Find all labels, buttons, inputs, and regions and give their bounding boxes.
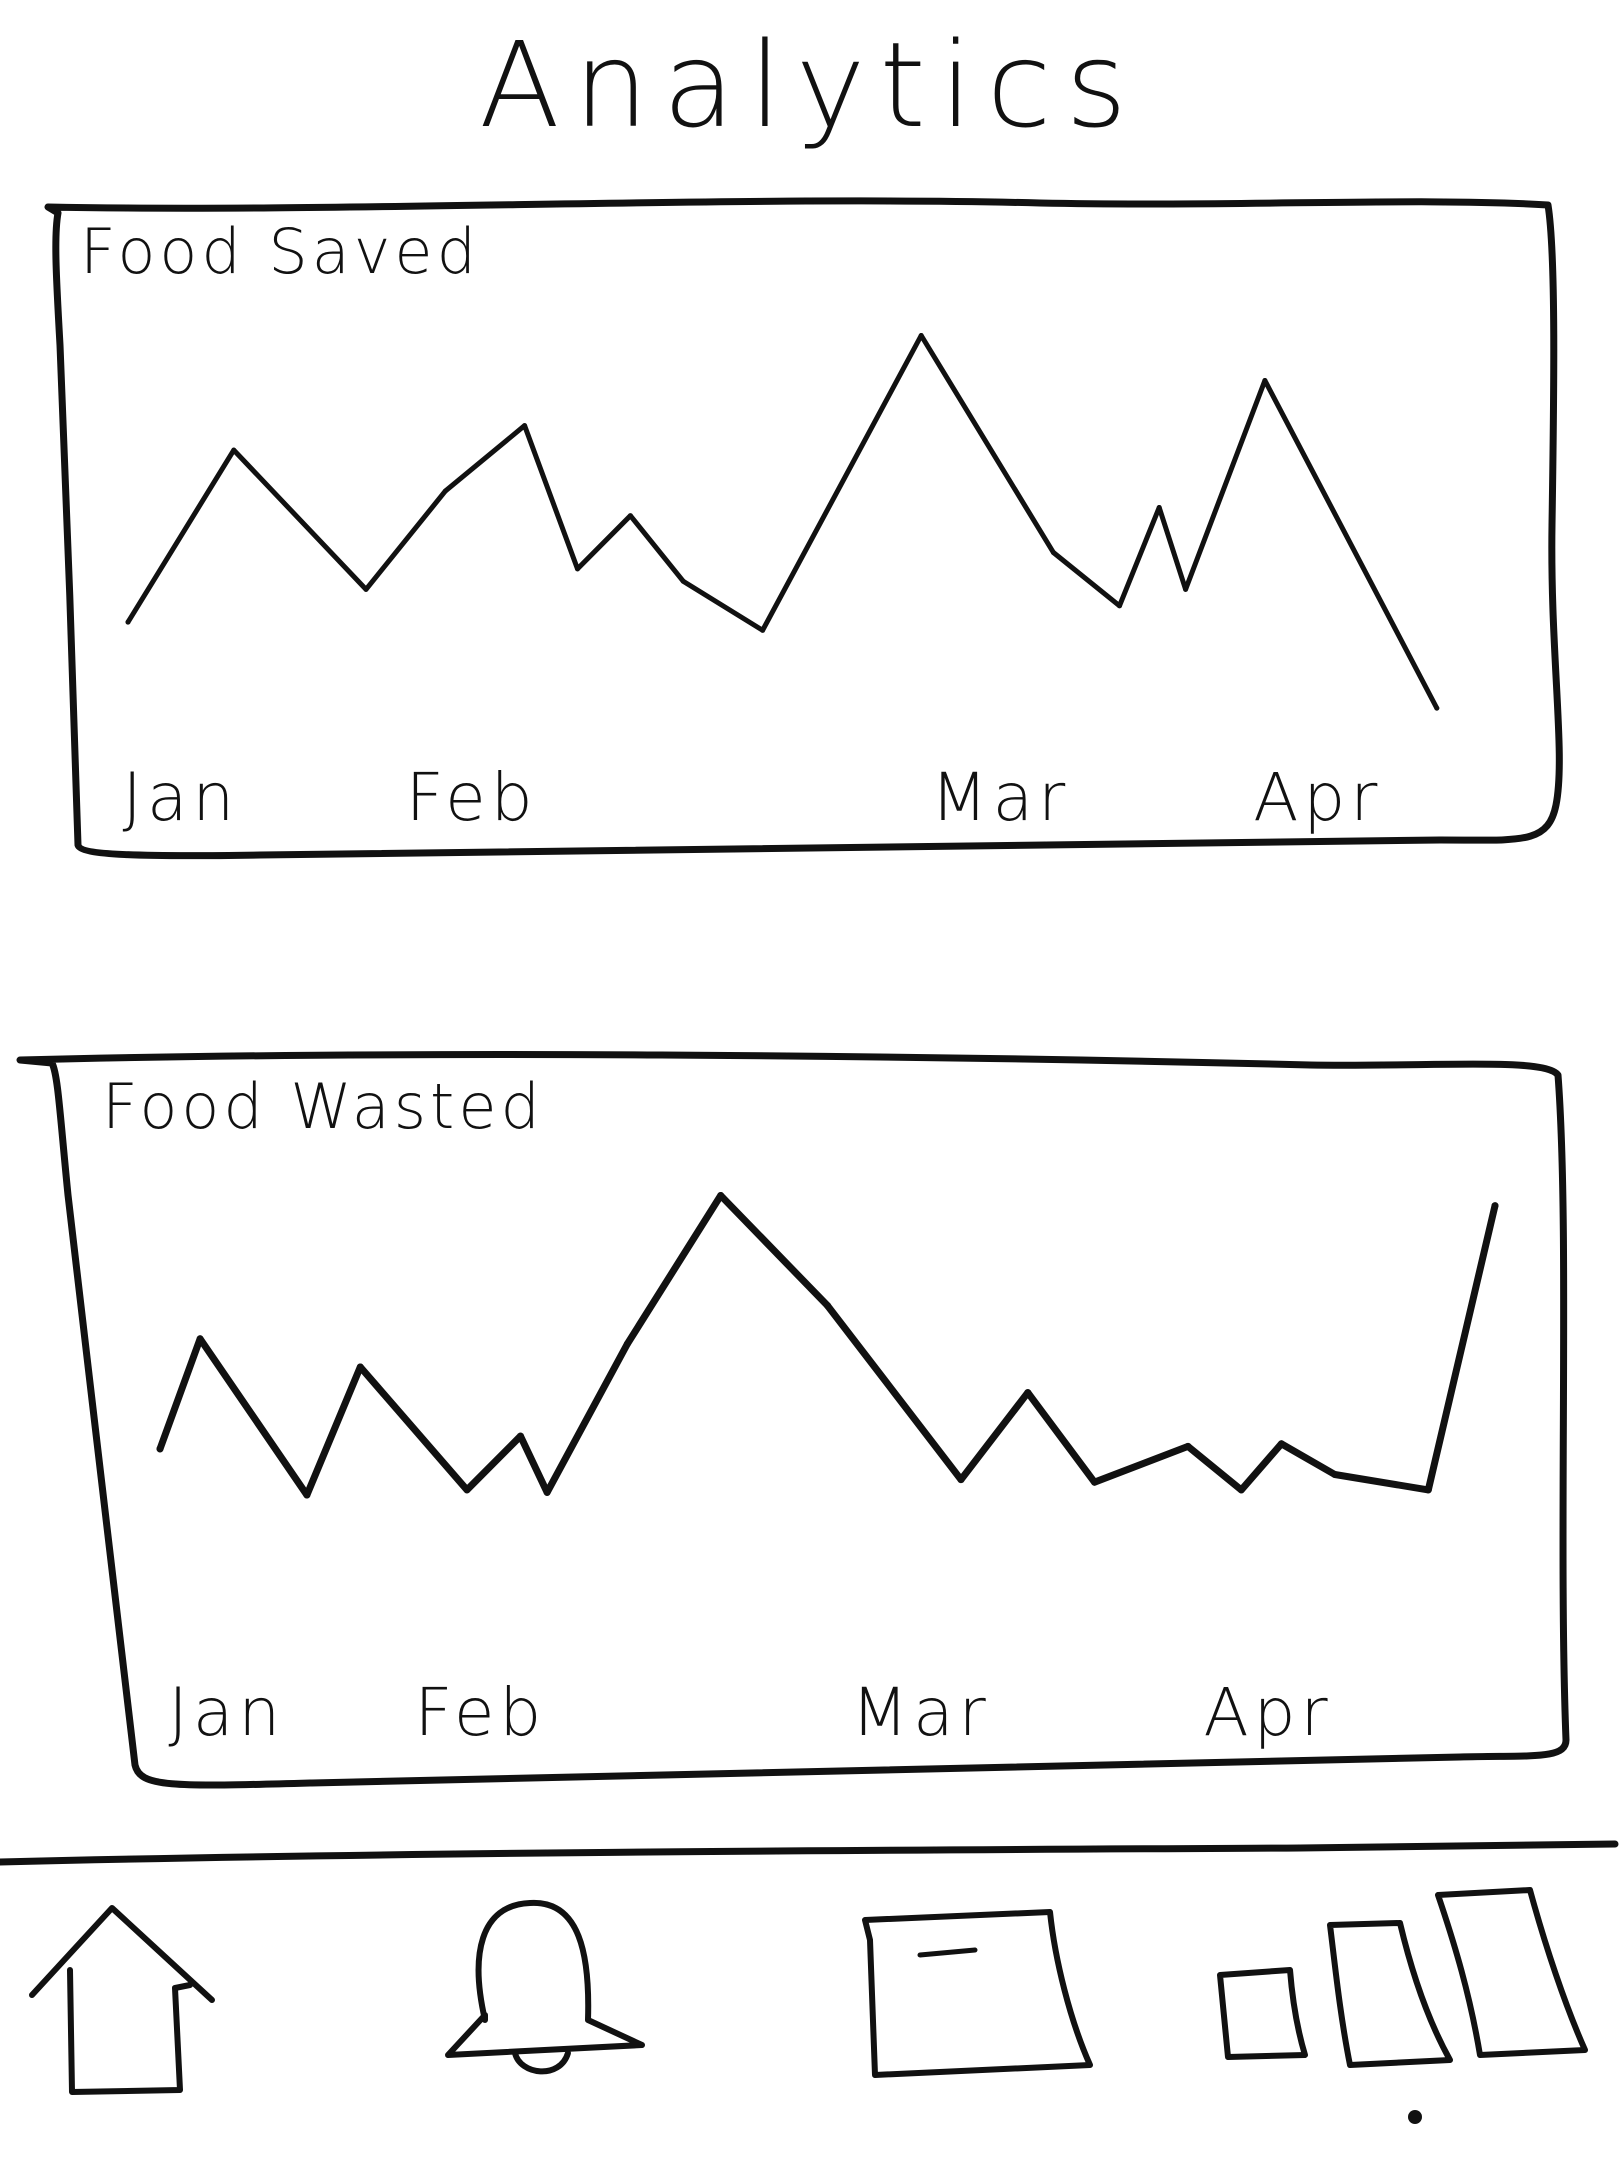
food-saved-title: Food Saved: [80, 215, 480, 288]
data-point: [125, 619, 131, 625]
data-point: [1183, 586, 1189, 592]
x-tick-label: Apr: [1253, 759, 1382, 836]
nav-home-button[interactable]: [20, 1900, 220, 2100]
food-wasted-plot-area: [156, 1192, 1499, 1499]
data-point: [627, 513, 633, 519]
data-point: [442, 488, 448, 494]
data-point: [918, 333, 924, 338]
nav-documents-button[interactable]: [1200, 1885, 1600, 2145]
x-tick-label: Jan: [123, 759, 240, 836]
food-wasted-chart: Jan Feb Mar Apr: [16, 1051, 1570, 1789]
data-point: [1117, 603, 1122, 609]
card-icon: [862, 1909, 1093, 2078]
food-saved-x-axis: Jan Feb Mar Apr: [123, 759, 1382, 836]
data-point: [196, 1335, 204, 1343]
data-point: [1024, 1389, 1032, 1397]
data-point: [522, 423, 528, 429]
data-point: [1184, 1442, 1192, 1450]
series-line: [156, 1192, 1499, 1499]
data-point: [1434, 705, 1440, 711]
bottom-nav: [0, 1840, 1620, 2160]
data-point: [1331, 1471, 1339, 1478]
data-point: [1237, 1486, 1245, 1494]
data-point: [363, 586, 369, 592]
data-point: [680, 578, 686, 584]
food-wasted-chart-card: Jan Feb Mar Apr Food Wasted: [10, 1035, 1580, 1805]
food-saved-chart: Jan Feb Mar Apr: [44, 197, 1563, 860]
x-tick-label: Feb: [406, 759, 538, 836]
data-point: [231, 447, 237, 453]
x-tick-label: Apr: [1204, 1674, 1333, 1751]
data-point: [1491, 1202, 1499, 1210]
data-point: [356, 1363, 364, 1371]
nav-divider: [0, 1840, 1619, 1866]
data-point: [957, 1476, 965, 1484]
data-point: [575, 566, 580, 572]
bell-icon: [445, 1899, 645, 2075]
data-point: [1050, 550, 1056, 555]
data-point: [1091, 1478, 1098, 1486]
food-wasted-x-axis: Jan Feb Mar Apr: [168, 1674, 1333, 1751]
data-point: [303, 1491, 311, 1499]
data-point: [517, 1432, 524, 1440]
data-point: [463, 1486, 471, 1494]
x-tick-label: Jan: [168, 1674, 285, 1751]
data-point: [1262, 378, 1268, 383]
nav-card-button[interactable]: [850, 1900, 1110, 2080]
nav-notifications-button[interactable]: [440, 1895, 650, 2125]
data-point: [1424, 1486, 1432, 1494]
data-point: [824, 1302, 831, 1310]
x-tick-label: Feb: [414, 1674, 546, 1751]
x-tick-label: Mar: [931, 759, 1071, 836]
food-saved-plot-area: [125, 333, 1440, 711]
data-point: [543, 1488, 551, 1496]
x-tick-label: Mar: [851, 1674, 991, 1751]
home-icon: [29, 1905, 215, 2095]
data-point: [760, 627, 766, 633]
chart-frame: [44, 197, 1563, 860]
documents-icon: [1217, 1887, 1588, 2124]
data-point: [156, 1445, 164, 1453]
food-saved-chart-card: Jan Feb Mar Apr Food Saved: [40, 195, 1570, 860]
data-point: [623, 1340, 631, 1348]
series-line: [125, 333, 1440, 711]
chart-frame: [16, 1051, 1570, 1789]
data-point: [1156, 505, 1162, 510]
data-point: [717, 1192, 725, 1199]
data-point: [1277, 1440, 1285, 1448]
food-wasted-title: Food Wasted: [102, 1070, 544, 1143]
page-title: Analytics: [479, 16, 1141, 154]
